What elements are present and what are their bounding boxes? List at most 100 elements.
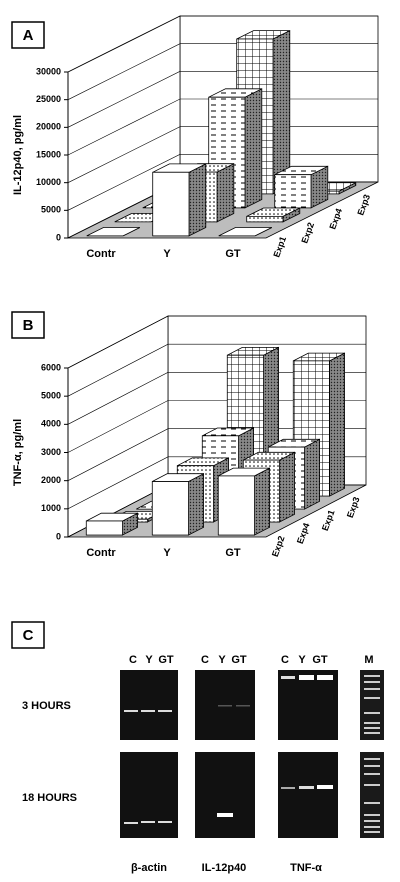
bar-side <box>254 467 271 536</box>
gel <box>278 752 338 838</box>
band <box>141 710 155 712</box>
grid-line <box>67 154 378 211</box>
bar-side <box>188 473 205 536</box>
band <box>364 681 380 683</box>
series-label: Exp1 <box>271 235 288 259</box>
y-tick-label: 0 <box>56 531 61 541</box>
bar-side <box>216 163 235 223</box>
band <box>364 831 380 833</box>
bar-side <box>244 88 263 209</box>
gel <box>360 670 384 740</box>
grid-line <box>67 343 366 397</box>
gel <box>360 752 384 838</box>
band <box>317 675 333 680</box>
band <box>158 821 172 823</box>
lane-label: GT <box>312 654 328 666</box>
panel-box <box>11 311 45 339</box>
bar <box>152 171 190 237</box>
bar <box>217 475 255 536</box>
ladder <box>364 675 380 833</box>
band <box>317 785 333 789</box>
band <box>281 676 295 679</box>
band <box>364 765 380 767</box>
bar <box>246 215 284 223</box>
gels <box>120 670 384 838</box>
series-label: Exp3 <box>355 193 372 217</box>
gene-label: IL-12p40 <box>202 862 247 874</box>
bar-side <box>279 451 296 523</box>
row-label: 3 HOURS <box>22 700 71 712</box>
band <box>364 814 380 816</box>
band <box>124 822 138 824</box>
band <box>218 705 232 707</box>
band <box>158 710 172 712</box>
y-tick-label: 20000 <box>36 122 61 132</box>
bar-side <box>329 352 346 497</box>
lane-label: C <box>201 654 209 666</box>
y-axis-title: IL-12p40, pg/ml <box>12 115 24 195</box>
x-tick-label: Y <box>163 547 171 559</box>
bar-side <box>188 163 207 237</box>
panel-letter: A <box>23 27 34 44</box>
x-tick-label: Contr <box>86 547 116 559</box>
bar <box>274 174 312 209</box>
y-tick-label: 4000 <box>41 419 61 429</box>
y-tick-label: 6000 <box>41 362 61 372</box>
series-label: Exp1 <box>320 509 337 533</box>
band <box>364 758 380 760</box>
marker-label: M <box>364 654 373 666</box>
band <box>364 732 380 734</box>
x-tick-label: Y <box>163 248 171 260</box>
series-label: Exp2 <box>299 221 316 245</box>
y-tick-label: 10000 <box>36 177 61 187</box>
x-tick-label: GT <box>225 547 241 559</box>
bar <box>85 520 123 536</box>
panel-letter: B <box>23 317 34 334</box>
y-tick-label: 5000 <box>41 205 61 215</box>
gene-label: TNF-α <box>290 862 322 874</box>
band <box>364 727 380 729</box>
grid-line <box>67 98 378 156</box>
band <box>217 813 233 817</box>
charts: A050001000015000200002500030000IL-12p40,… <box>11 15 379 559</box>
panel-box <box>11 21 45 49</box>
gel <box>120 752 178 838</box>
lane-label: GT <box>158 654 174 666</box>
band <box>364 820 380 822</box>
band <box>124 710 138 712</box>
gel <box>120 670 178 740</box>
lane-label: GT <box>231 654 247 666</box>
grid-line <box>67 126 378 183</box>
band <box>364 826 380 828</box>
grid-line <box>67 71 378 128</box>
lane-label: C <box>281 654 289 666</box>
y-tick-label: 0 <box>56 232 61 242</box>
y-tick-label: 25000 <box>36 94 61 104</box>
grid-line <box>67 315 366 369</box>
bar <box>151 481 189 536</box>
panel-box <box>11 621 45 649</box>
lane-label: Y <box>145 654 153 666</box>
series-label: Exp3 <box>345 496 362 520</box>
bar-top <box>86 227 140 237</box>
band <box>364 697 380 699</box>
band <box>364 712 380 714</box>
band <box>364 688 380 690</box>
panel-c: C C Y GT C Y GT C Y GT M 3 HOURS 18 HOUR… <box>11 621 384 874</box>
bar-top <box>218 227 272 237</box>
series-label: Exp4 <box>295 522 312 546</box>
band <box>364 773 380 775</box>
x-tick-label: GT <box>225 248 241 260</box>
band <box>299 786 314 789</box>
band <box>364 802 380 804</box>
gene-label: β-actin <box>131 862 167 874</box>
y-tick-label: 15000 <box>36 149 61 159</box>
gel <box>195 752 255 838</box>
series-label: Exp4 <box>327 207 344 231</box>
band <box>364 722 380 724</box>
x-tick-label: Contr <box>86 248 116 260</box>
band <box>364 784 380 786</box>
band <box>364 675 380 677</box>
lane-label: C <box>129 654 137 666</box>
